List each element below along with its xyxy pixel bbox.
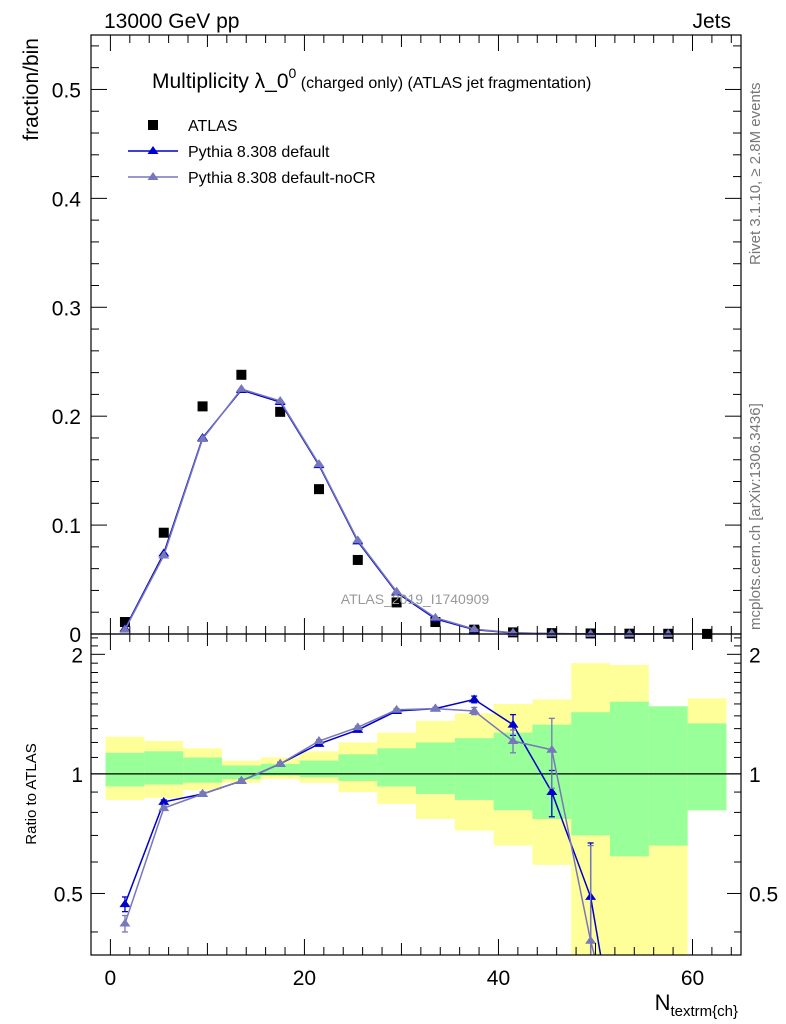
band-green-bin [648,706,688,846]
band-green-bin [338,754,378,781]
ratio-ytick-label: 0.5 [54,883,83,906]
mc-data-point [391,586,403,595]
ratio-point [119,899,131,908]
ratio-point [158,803,170,812]
mc-data-point [352,535,364,544]
mcplots-label: mcplots.cern.ch [arXiv:1306.3436] [747,403,764,630]
band-green-bin [260,763,300,776]
atlas-data-point [275,406,286,417]
ratio-point [391,704,403,713]
ratio-point [158,796,170,805]
band-green-bin [144,751,184,785]
xtick-label: 20 [293,967,316,990]
ratio-point [468,706,480,714]
ratio-point [507,736,519,744]
main-ytick-label: 0.1 [52,515,81,538]
ratio-point [235,775,247,784]
atlas-data-point [391,597,402,608]
ratio-point [585,935,597,944]
mc-data-point [623,629,635,637]
legend: ATLAS Pythia 8.308 default Pythia 8.308 de… [128,118,376,187]
ratio-point [546,744,558,753]
mc-data-point [274,395,286,404]
ratio-frame [90,633,742,956]
atlas-data-point [119,617,130,628]
main-ytick-label: 0.5 [52,79,81,102]
legend-label: Pythia 8.308 default-noCR [188,170,376,187]
chart-title-rest: (charged only) (ATLAS jet fragmentation) [296,75,591,92]
main-ytick-label: 0.3 [52,297,81,320]
legend-label: Pythia 8.308 default [188,144,330,161]
watermark: ATLAS_2019_I1740909 [341,591,490,607]
atlas-data-point [197,401,208,412]
mc-data-point [585,628,597,637]
ratio-ytick-label-right: 1 [749,764,761,787]
mc-data-point [235,384,247,392]
rivet-label: Rivet 3.1.10, ≥ 2.8M events [747,83,764,266]
legend-marker [147,172,159,180]
band-green-bin [221,765,261,780]
y-axis-label-main: fraction/bin [20,38,43,141]
main-ytick-label: 0.2 [52,406,81,429]
band-green-bin [183,757,222,783]
ratio-point [468,694,480,703]
main-ytick-label: 0 [69,624,81,647]
mc-data-point [119,624,131,633]
mc-data-point [158,550,170,559]
band-green-bin [687,723,727,811]
mc-data-point [313,459,325,468]
ratio-point [197,789,209,797]
mc-data-point [197,434,209,443]
mc-data-point [468,624,480,633]
atlas-data-point [158,527,169,538]
ratio-point [352,722,364,731]
ratio-plot: 0.5 0.51 12 20 20 40 60 [54,633,778,990]
band-green-bin [105,752,145,787]
chart-title-sup: 0 [289,65,297,81]
chart-title-main: Multiplicity λ_0 [152,70,289,93]
ratio-point [507,719,519,728]
xtick-label: 60 [681,967,704,990]
ratio-ytick-label-right: 2 [749,644,761,667]
band-green-bin [377,748,416,787]
ratio-point [274,758,286,767]
atlas-data-point [236,369,247,380]
ratio-ytick-label: 1 [71,764,83,787]
atlas-data-point [430,617,441,628]
band-green-bin [299,760,339,778]
atlas-data-point [313,484,324,495]
xtick-label: 0 [105,967,117,990]
ratio-point [313,736,325,744]
ratio-content [91,663,741,955]
band-green-bin [610,701,649,857]
y-axis-label-ratio: Ratio to ATLAS [23,743,40,844]
band-green-bin [416,742,455,794]
mc-data-point [662,629,674,637]
x-axis-label-sub: textrm{ch} [670,1003,738,1020]
ratio-ytick-label: 2 [71,644,83,667]
ratio-point [119,918,131,927]
ratio-ytick-label-right: 0.5 [749,883,778,906]
legend-marker [147,146,159,154]
header-right: Jets [692,10,731,33]
chart-title: Multiplicity λ_00 (charged only) (ATLAS … [152,65,591,93]
ratio-series-line [124,707,596,955]
x-axis-label-main: N [655,990,671,1015]
ratio-point [546,787,558,796]
atlas-data-point [352,554,363,565]
x-axis-label: Ntextrm{ch} [655,990,738,1020]
band-green-bin [454,738,494,800]
legend-label: ATLAS [188,118,238,135]
mc-data-point [429,612,441,621]
header-left: 13000 GeV pp [104,10,239,33]
xtick-label: 40 [487,967,510,990]
main-ytick-label: 0.4 [52,188,82,211]
legend-marker-atlas [148,120,158,130]
ratio-point [429,703,441,712]
